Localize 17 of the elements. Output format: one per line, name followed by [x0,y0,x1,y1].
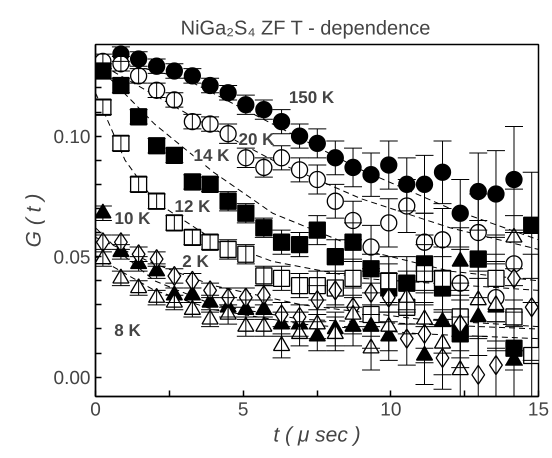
x-axis-title: t ( μ sec ) [273,424,361,446]
annotation: 12 K [174,197,212,216]
annotation: 20 K [238,130,276,149]
x-tick-label: 5 [238,400,248,420]
y-tick-label: 0.00 [54,368,91,390]
x-tick-label: 0 [90,400,101,420]
chart-title: NiGa₂S₄ ZF T - dependence [180,18,430,40]
x-tick-label: 10 [380,400,402,420]
annotation: 2 K [182,252,210,271]
annotation: 8 K [114,321,142,340]
annotation: 14 K [194,146,230,165]
annotation: 10 K [114,209,152,228]
annotation: 150 K [288,88,335,107]
y-axis-title: G ( t ) [22,194,46,248]
y-tick-label: 0.10 [54,127,91,148]
y-tick-label: 0.05 [54,248,91,269]
x-tick-label: 15 [528,400,550,420]
